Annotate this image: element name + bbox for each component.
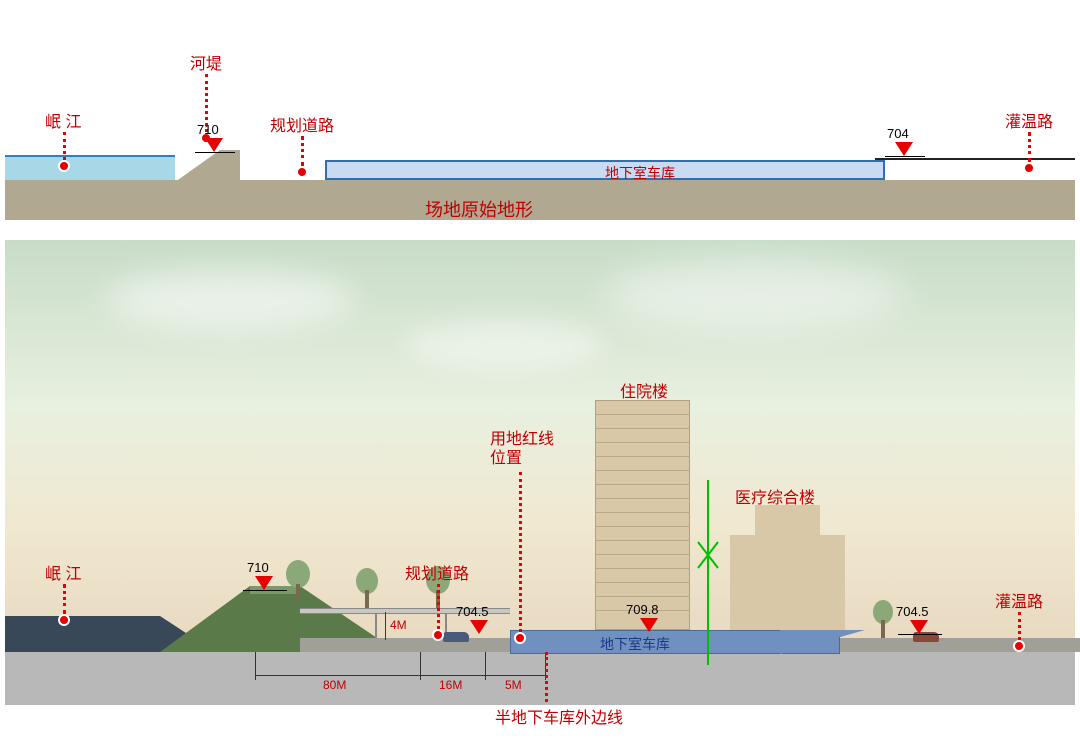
label-river: 岷 江 xyxy=(45,108,81,132)
elev-7045-right: 704.5 xyxy=(910,620,928,634)
marker-river-dot xyxy=(58,614,70,626)
building-medical xyxy=(730,535,845,630)
label-terrain: 场地原始地形 xyxy=(425,196,533,222)
label-medical: 医疗综合楼 xyxy=(735,484,815,508)
dim-80m: 80M xyxy=(323,678,346,692)
marker-river-dot xyxy=(58,160,70,172)
elev-704: 704 xyxy=(895,142,913,156)
marker-road-line xyxy=(437,584,440,629)
label-river: 岷 江 xyxy=(45,560,81,584)
car-icon xyxy=(443,632,469,642)
elev-7098: 709.8 xyxy=(640,618,658,632)
green-boundary-line xyxy=(707,480,709,665)
building-medical-top xyxy=(755,505,820,535)
ground xyxy=(5,180,1075,220)
marker-road-line xyxy=(301,136,304,166)
label-embankment: 河堤 xyxy=(190,50,222,74)
label-half-basement: 半地下车库外边线 xyxy=(495,704,623,728)
marker-guanwen-dot xyxy=(1023,162,1035,174)
label-guanwen: 灌温路 xyxy=(995,588,1043,612)
embankment-slope xyxy=(160,150,240,185)
dim-16m: 16M xyxy=(439,678,462,692)
label-guanwen: 灌温路 xyxy=(1005,108,1053,132)
dim-5m: 5M xyxy=(505,678,522,692)
marker-redline-dot xyxy=(514,632,526,644)
elev-710: 710 xyxy=(255,576,273,590)
label-planned-road: 规划道路 xyxy=(405,560,469,584)
marker-river-line xyxy=(63,132,66,160)
elev-710: 710 xyxy=(205,138,223,152)
tree-icon xyxy=(353,568,381,608)
ground-plane xyxy=(5,650,1075,705)
marker-road-dot xyxy=(296,166,308,178)
elev-7045: 704.5 xyxy=(470,620,488,634)
label-basement: 地下室车库 xyxy=(605,163,675,183)
marker-redline-line xyxy=(519,472,522,632)
marker-guanwen-line xyxy=(1028,132,1031,162)
marker-road-dot xyxy=(432,629,444,641)
dim-line xyxy=(255,675,545,676)
marker-river-line xyxy=(63,584,66,614)
tree-icon xyxy=(283,560,313,600)
marker-guanwen-line xyxy=(1018,612,1021,640)
dim-4m: 4M xyxy=(390,618,407,632)
panel-original-terrain: 岷 江 河堤 710 规划道路 地下室车库 场地原始地形 704 灌温路 xyxy=(5,50,1075,220)
marker-halfbasement-line xyxy=(545,652,548,702)
label-redline: 用地红线位置 xyxy=(490,430,554,468)
label-planned-road: 规划道路 xyxy=(270,112,334,136)
tree-icon xyxy=(870,600,896,638)
marker-guanwen-dot xyxy=(1013,640,1025,652)
panel-proposed-section: 岷 江 710 规划道路 704.5 用地红线位置 住院楼 医疗综合楼 709.… xyxy=(5,240,1075,735)
label-inpatient: 住院楼 xyxy=(620,378,668,402)
label-basement: 地下室车库 xyxy=(600,634,670,654)
